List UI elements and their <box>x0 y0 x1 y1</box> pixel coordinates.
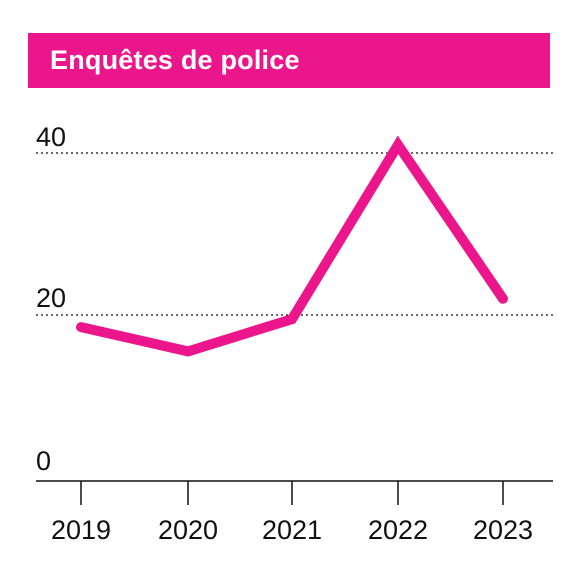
x-tick-label-2020: 2020 <box>158 515 218 545</box>
data-points <box>80 144 504 352</box>
x-tick-label-2021: 2021 <box>262 515 322 545</box>
x-tick-label-2019: 2019 <box>51 515 111 545</box>
y-tick-label-20: 20 <box>36 283 66 313</box>
x-axis-ticks <box>80 481 504 505</box>
y-tick-label-40: 40 <box>36 122 66 152</box>
x-tick-label-2022: 2022 <box>368 515 428 545</box>
title-banner: Enquêtes de police <box>28 33 550 88</box>
chart-title: Enquêtes de police <box>50 45 300 75</box>
x-tick-labels: 2019 2020 2021 2022 2023 <box>51 515 533 545</box>
y-tick-label-0: 0 <box>36 446 51 476</box>
x-tick-label-2023: 2023 <box>473 515 533 545</box>
series-line <box>76 135 508 357</box>
y-tick-labels: 40 20 0 <box>36 122 66 476</box>
gridlines <box>36 152 553 316</box>
